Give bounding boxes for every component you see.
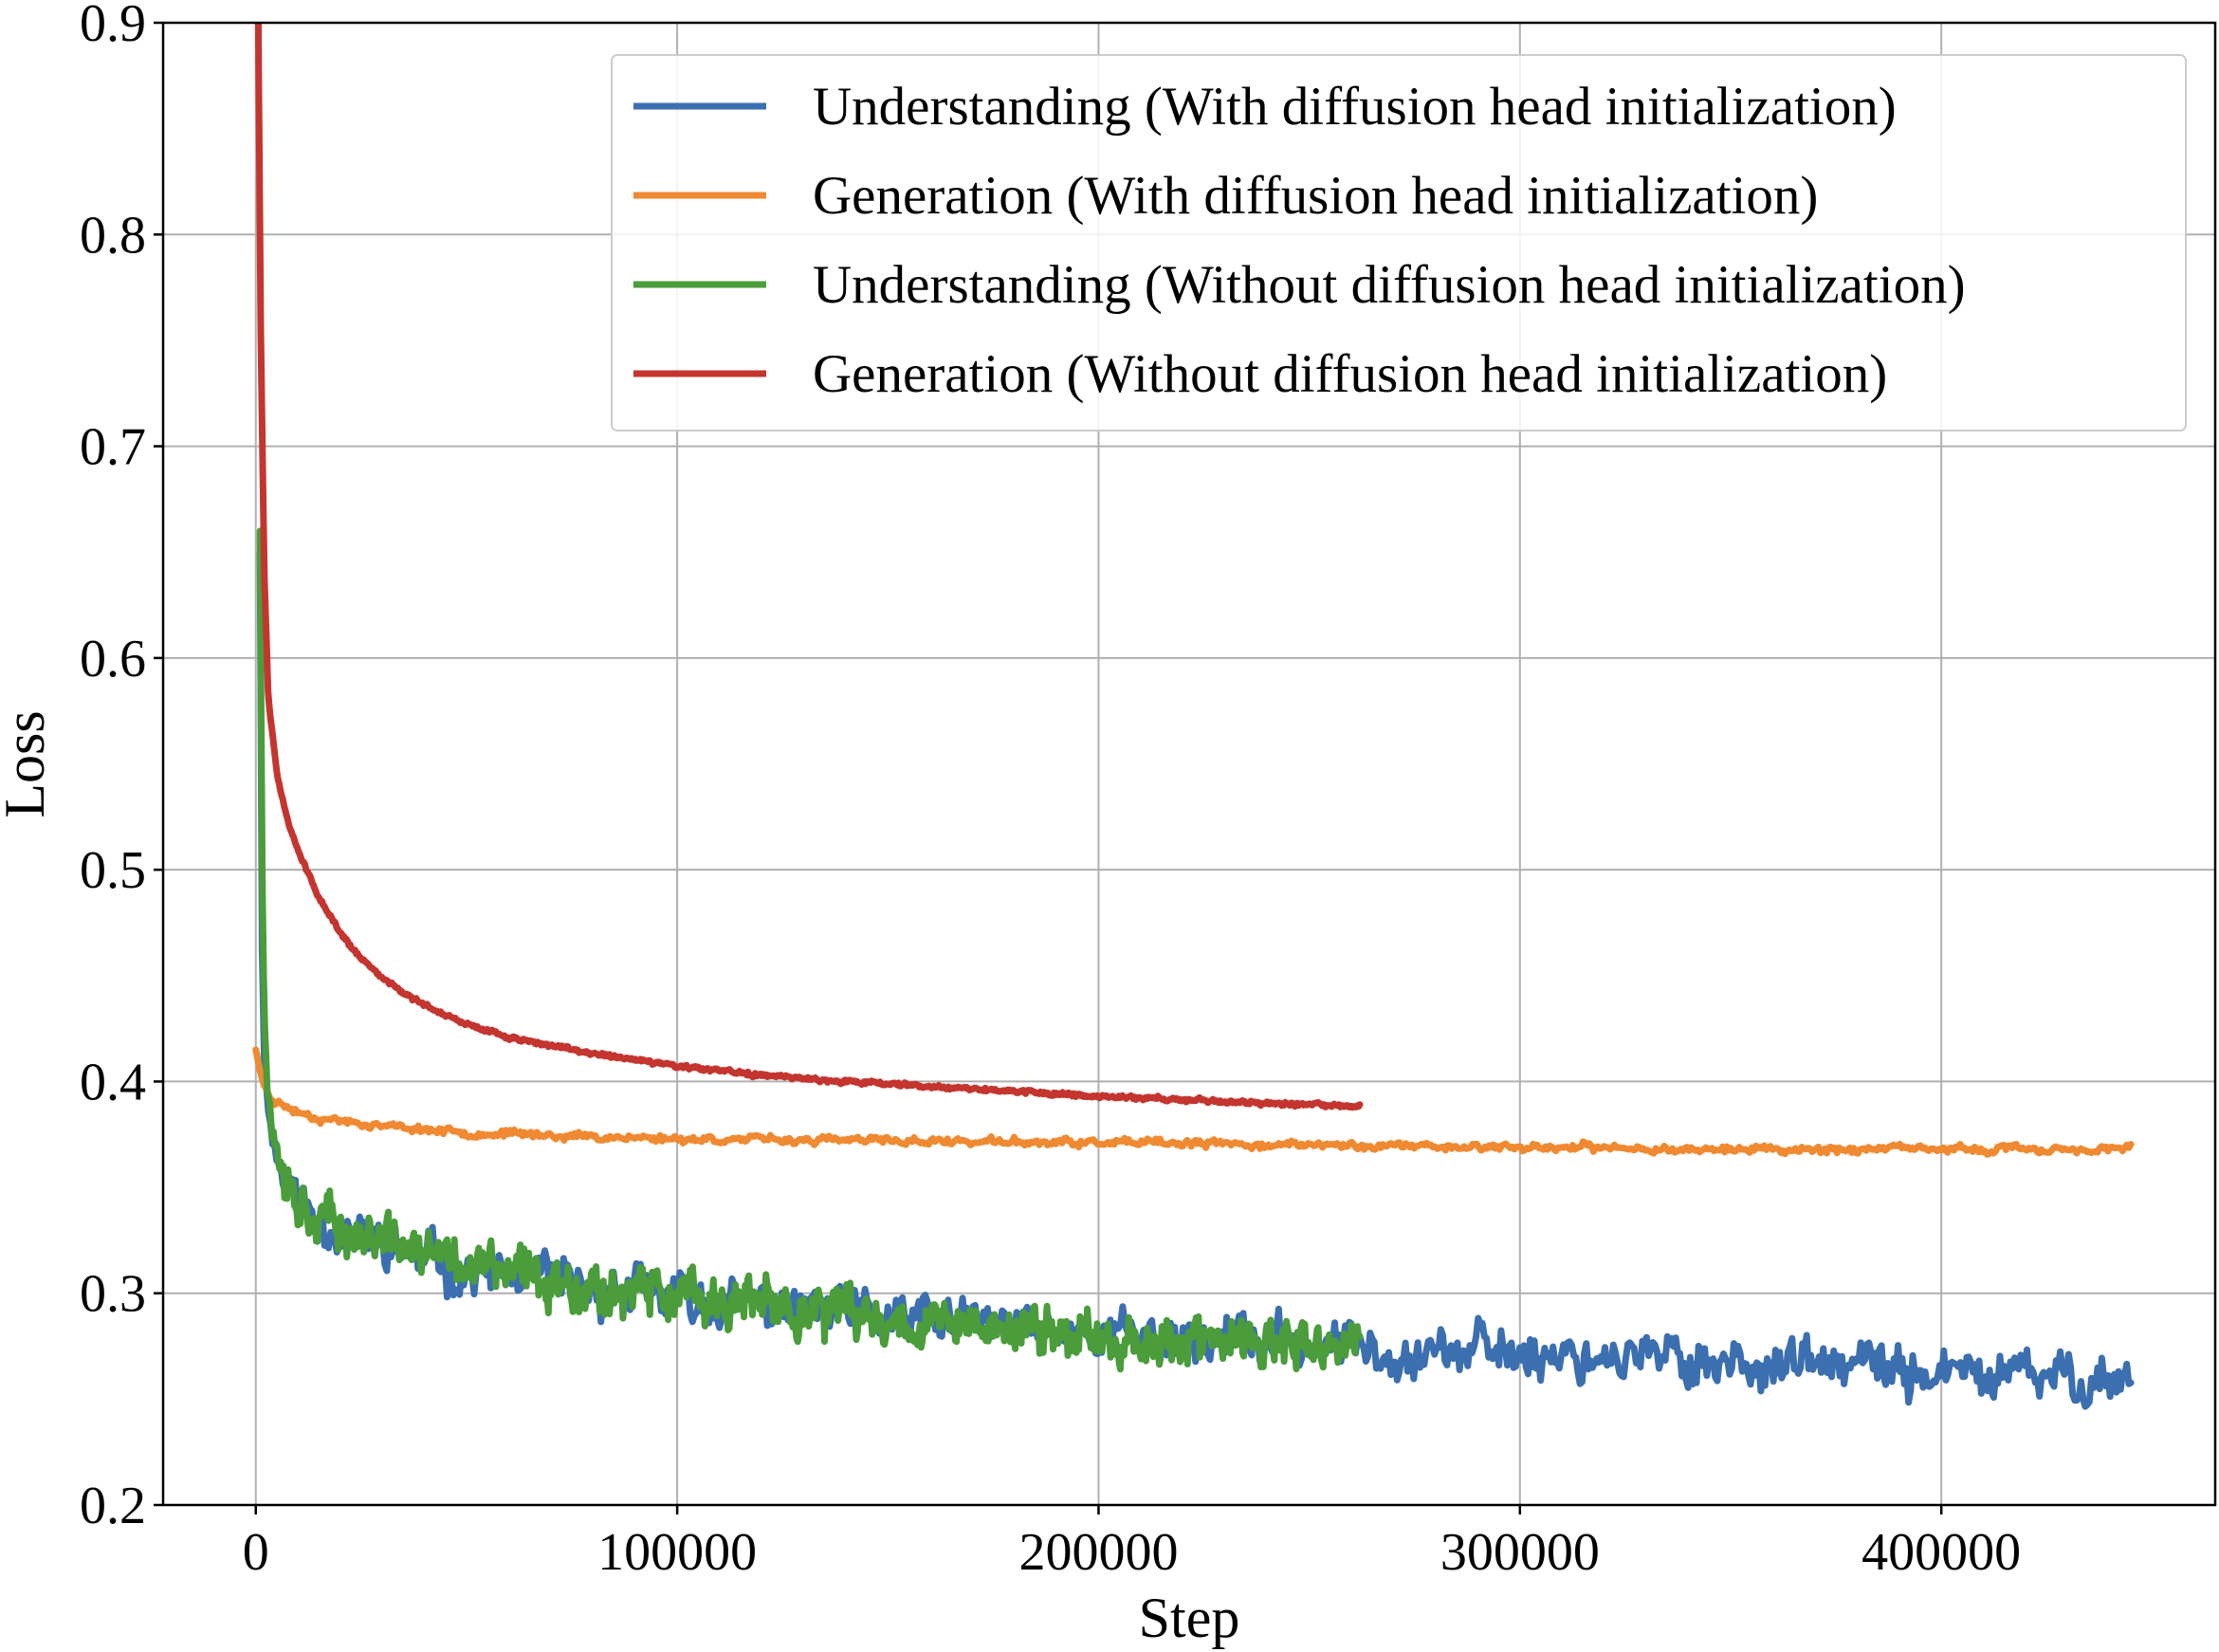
y-tick-label: 0.4: [80, 1053, 146, 1111]
x-tick-label: 400000: [1861, 1523, 2021, 1582]
x-tick-label: 200000: [1018, 1523, 1178, 1582]
legend-label-3: Understanding (Without diffusion head in…: [813, 255, 1966, 315]
x-tick-label: 300000: [1440, 1523, 1600, 1582]
y-tick-label: 0.9: [80, 0, 146, 53]
y-tick-label: 0.6: [80, 630, 146, 688]
legend-label-1: Understanding (With diffusion head initi…: [813, 77, 1897, 137]
legend-label-4: Generation (Without diffusion head initi…: [813, 344, 1887, 404]
y-tick-label: 0.8: [80, 206, 146, 265]
x-tick-label: 100000: [597, 1523, 757, 1582]
legend: Understanding (With diffusion head initi…: [611, 54, 2187, 431]
legend-box: [611, 54, 2187, 431]
y-tick-label: 0.7: [80, 418, 146, 477]
series-line-2: [252, 1046, 2135, 1158]
y-axis-ticks: 0.2 0.3 0.4 0.5 0.6 0.7 0.8 0.9: [80, 0, 163, 1535]
series-line-4: [254, 23, 1364, 1111]
x-axis-ticks: 0 100000 200000 300000 400000: [243, 1505, 2021, 1582]
x-axis-label: Step: [1139, 1587, 1240, 1649]
series-line-3: [256, 527, 1364, 1373]
plot-frame: [161, 21, 2217, 1507]
series-lines: [252, 23, 2135, 1410]
y-tick-label: 0.3: [80, 1265, 146, 1324]
legend-label-2: Generation (With diffusion head initiali…: [813, 166, 1818, 226]
y-tick-label: 0.2: [80, 1477, 146, 1535]
y-axis-label: Loss: [0, 710, 56, 817]
x-tick-label: 0: [243, 1523, 269, 1582]
y-tick-label: 0.5: [80, 841, 146, 900]
